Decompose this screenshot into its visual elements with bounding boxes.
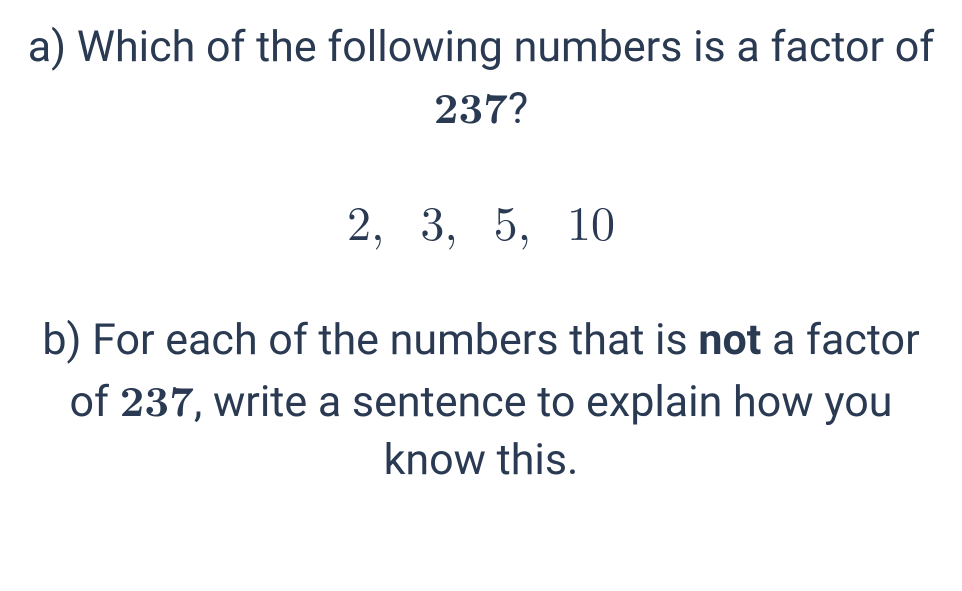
part-b-number: 237 (120, 367, 194, 429)
part-b-emphasis: not (698, 315, 761, 365)
part-b-mid2: , write a sentence to explain how you kn… (194, 377, 893, 485)
part-a-suffix: ? (508, 84, 528, 134)
part-b-prefix: For each of the numbers that is (92, 315, 698, 365)
part-a: a) Which of the following numbers is a f… (20, 18, 942, 138)
options-list: 2, 3, 5, 10 (20, 188, 942, 253)
part-b: b) For each of the numbers that is not a… (20, 311, 942, 489)
part-a-label: a) (28, 22, 66, 72)
part-a-prefix: Which of the following numbers is a fact… (77, 22, 934, 72)
part-b-label: b) (42, 315, 81, 365)
question-container: a) Which of the following numbers is a f… (0, 0, 962, 591)
part-a-number: 237 (434, 74, 508, 136)
